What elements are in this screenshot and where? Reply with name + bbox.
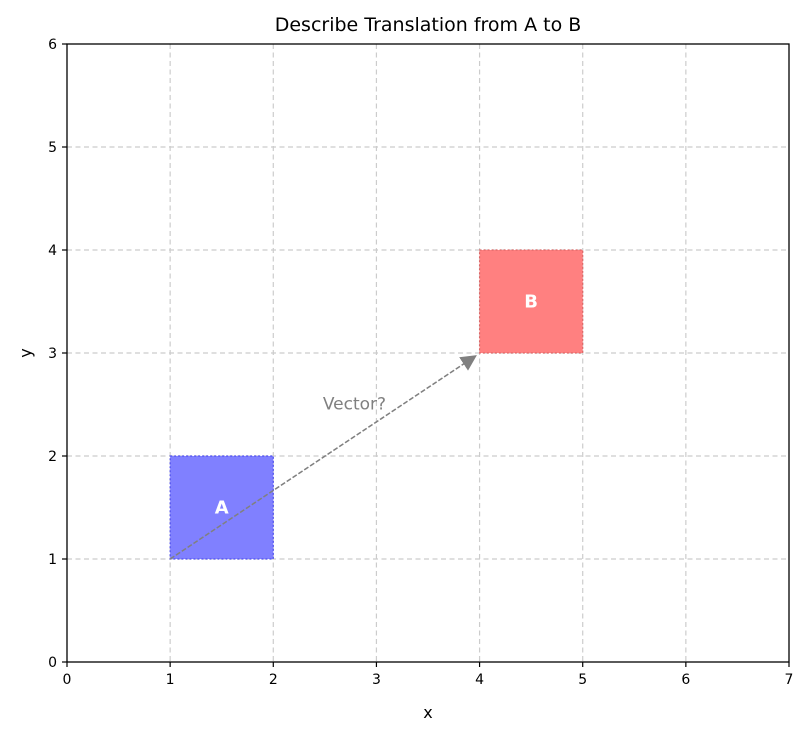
chart-title: Describe Translation from A to B [275,14,582,36]
x-tick-label: 2 [269,672,278,688]
vector-arrow [169,355,477,560]
y-tick-label: 6 [48,37,57,53]
y-tick-label: 4 [48,243,57,259]
y-tick-label: 1 [48,552,57,568]
x-tick-label: 6 [681,672,690,688]
vector-annotation: Vector? [323,395,386,415]
square-label-a: A [215,498,229,519]
translation-vector: Vector? [169,355,477,560]
x-tick-label: 0 [63,672,72,688]
x-tick-label: 5 [578,672,587,688]
y-tick-label: 2 [48,449,57,465]
y-tick-label: 0 [48,655,57,671]
shapes: AB [169,249,584,560]
x-tick-label: 1 [166,672,175,688]
x-tick-label: 3 [372,672,381,688]
y-tick-label: 3 [48,346,57,362]
y-tick-label: 5 [48,140,57,156]
x-tick-label: 7 [785,672,794,688]
x-tick-label: 4 [475,672,484,688]
square-a [169,455,274,560]
y-axis-label: y [16,348,35,357]
axes: 0 1 2 3 4 5 6 7 0 1 2 3 4 5 6 [48,37,793,688]
x-axis-label: x [423,703,432,722]
square-b [478,249,584,354]
square-label-b: B [524,292,538,313]
